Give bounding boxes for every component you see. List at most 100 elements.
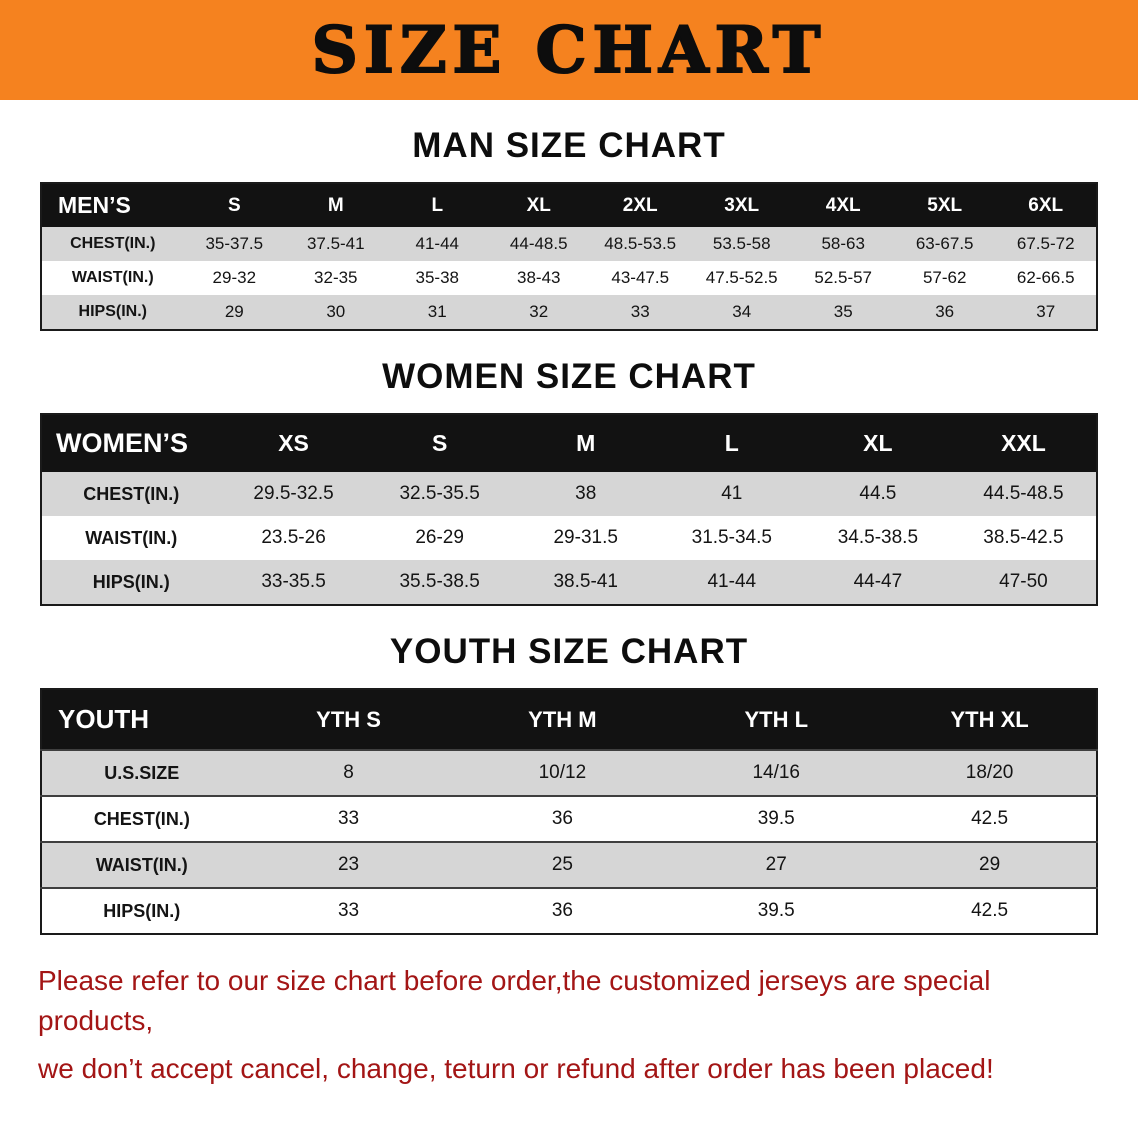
table-row: WAIST(IN.) 23.5-26 26-29 29-31.5 31.5-34.5 34…: [41, 516, 1097, 560]
measure-label-cell: WAIST(IN.): [85, 527, 178, 548]
value-cell: 18/20: [965, 762, 1014, 783]
value-cell: 44.5-48.5: [983, 483, 1064, 504]
value-cell: 29.5-32.5: [253, 483, 334, 504]
value-cell: 33: [630, 302, 650, 321]
measure-label-cell: WAIST(IN.): [71, 269, 154, 286]
value-cell: 33-35.5: [261, 571, 326, 592]
size-header-cell: XL: [804, 414, 951, 472]
value-cell: 44-47: [853, 571, 903, 592]
value-cell: 27: [765, 854, 787, 875]
measure-label-cell: HIPS(IN.): [103, 900, 181, 921]
table-row: HIPS(IN.) 33 36 39.5 42.5: [41, 888, 1097, 934]
value-cell: 32: [529, 302, 549, 321]
value-cell: 23: [337, 854, 360, 875]
value-cell: 8: [343, 762, 354, 783]
size-header-cell: S: [366, 414, 513, 472]
value-cell: 29: [979, 854, 1001, 875]
value-cell: 35-37.5: [205, 234, 264, 253]
value-cell: 36: [935, 302, 955, 321]
value-cell: 35.5-38.5: [399, 571, 480, 592]
men-size-table: MEN’S S M L XL 2XL 3XL 4XL 5XL 6XL CHEST(IN.) 35-37…: [40, 182, 1098, 331]
size-header-cell: S: [183, 183, 286, 227]
table-title-cell: MEN’S: [41, 183, 184, 227]
table-row: U.S.SIZE 8 10/12 14/16 18/20: [41, 750, 1097, 796]
measure-label-cell: HIPS(IN.): [92, 571, 170, 592]
size-chart-page: SIZE CHART MAN SIZE CHART MEN’S S M L XL 2XL 3X…: [0, 0, 1138, 1089]
value-cell: 36: [551, 900, 573, 921]
value-cell: 52.5-57: [814, 268, 873, 287]
value-cell: 33: [337, 900, 360, 921]
measure-label-cell: WAIST(IN.): [95, 854, 188, 875]
women-section-heading: WOMEN SIZE CHART: [382, 357, 756, 396]
value-cell: 39.5: [757, 900, 795, 921]
value-cell: 26-29: [415, 527, 464, 548]
value-cell: 53.5-58: [712, 234, 771, 253]
value-cell: 29-31.5: [553, 527, 618, 548]
value-cell: 67.5-72: [1016, 234, 1075, 253]
table-header-row: YOUTH YTH S YTH M YTH L YTH XL: [41, 689, 1097, 750]
value-cell: 48.5-53.5: [604, 234, 677, 253]
size-header-cell: M: [512, 414, 659, 472]
youth-table-wrap: YOUTH YTH S YTH M YTH L YTH XL U.S.SIZE 8 10/12…: [40, 688, 1098, 935]
size-header-cell: XL: [488, 183, 590, 227]
value-cell: 35-38: [415, 268, 459, 287]
table-header-row: MEN’S S M L XL 2XL 3XL 4XL 5XL 6XL: [41, 183, 1097, 227]
size-header-cell: XXL: [950, 414, 1097, 472]
size-chart-sections: MAN SIZE CHART MEN’S S M L XL 2XL 3XL 4XL 5XL 6XL C…: [0, 126, 1138, 935]
value-cell: 47-50: [999, 571, 1048, 592]
disclaimer-line-1: Please refer to our size chart before or…: [38, 965, 991, 1036]
value-cell: 33: [337, 808, 360, 829]
table-title-cell: WOMEN’S: [41, 414, 221, 472]
size-header-cell: YTH S: [241, 689, 456, 750]
youth-section-heading: YOUTH SIZE CHART: [389, 632, 749, 671]
table-row: HIPS(IN.) 33-35.5 35.5-38.5 38.5-41 41-44 44-…: [41, 560, 1097, 605]
size-header-cell: 2XL: [589, 183, 691, 227]
size-header-cell: M: [285, 183, 387, 227]
women-table-wrap: WOMEN’S XS S M L XL XXL CHEST(IN.) 29.5-32.5 32.5…: [40, 413, 1098, 606]
value-cell: 38-43: [517, 268, 561, 287]
measure-label-cell: CHEST(IN.): [70, 235, 156, 252]
value-cell: 37: [1036, 302, 1056, 321]
disclaimer: Please refer to our size chart before or…: [38, 961, 1100, 1089]
table-row: HIPS(IN.) 29 30 31 32 33 34 35 36 37: [41, 295, 1097, 330]
table-header-row: WOMEN’S XS S M L XL XXL: [41, 414, 1097, 472]
page-title: SIZE CHART: [311, 12, 827, 89]
value-cell: 41-44: [415, 234, 459, 253]
men-section-heading: MAN SIZE CHART: [412, 126, 726, 165]
youth-size-table: YOUTH YTH S YTH M YTH L YTH XL U.S.SIZE 8 10/12…: [40, 688, 1098, 935]
table-row: CHEST(IN.) 35-37.5 37.5-41 41-44 44-48.5 48.5…: [41, 227, 1097, 261]
section-women: WOMEN SIZE CHART WOMEN’S XS S M L XL XXL CHEST(I…: [0, 357, 1138, 606]
value-cell: 41: [721, 483, 743, 504]
value-cell: 32-35: [314, 268, 358, 287]
size-header-cell: YTH L: [669, 689, 884, 750]
value-cell: 29-32: [212, 268, 257, 287]
value-cell: 34.5-38.5: [837, 527, 919, 548]
disclaimer-line-2: we don’t accept cancel, change, teturn o…: [38, 1053, 994, 1084]
section-men: MAN SIZE CHART MEN’S S M L XL 2XL 3XL 4XL 5XL 6XL C…: [0, 126, 1138, 331]
size-header-cell: 5XL: [893, 183, 996, 227]
value-cell: 38: [575, 483, 597, 504]
measure-label-cell: U.S.SIZE: [104, 762, 180, 783]
measure-label-cell: CHEST(IN.): [93, 808, 190, 829]
size-header-cell: YTH XL: [883, 689, 1097, 750]
value-cell: 29: [224, 302, 244, 321]
measure-label-cell: HIPS(IN.): [78, 303, 147, 320]
value-cell: 10/12: [538, 762, 587, 783]
value-cell: 62-66.5: [1016, 268, 1075, 287]
value-cell: 42.5: [971, 808, 1009, 829]
value-cell: 14/16: [752, 762, 800, 783]
women-size-table: WOMEN’S XS S M L XL XXL CHEST(IN.) 29.5-32.5 32.5…: [40, 413, 1098, 606]
size-header-cell: L: [386, 183, 488, 227]
value-cell: 31: [427, 302, 447, 321]
value-cell: 37.5-41: [306, 234, 365, 253]
size-header-cell: L: [658, 414, 805, 472]
size-header-cell: YTH M: [455, 689, 670, 750]
value-cell: 43-47.5: [611, 268, 670, 287]
value-cell: 63-67.5: [915, 234, 974, 253]
value-cell: 58-63: [821, 234, 865, 253]
value-cell: 47.5-52.5: [705, 268, 778, 287]
value-cell: 44.5: [859, 483, 897, 504]
value-cell: 31.5-34.5: [691, 527, 772, 548]
men-table-wrap: MEN’S S M L XL 2XL 3XL 4XL 5XL 6XL CHEST(IN.) 35-37…: [40, 182, 1098, 331]
value-cell: 42.5: [971, 900, 1009, 921]
